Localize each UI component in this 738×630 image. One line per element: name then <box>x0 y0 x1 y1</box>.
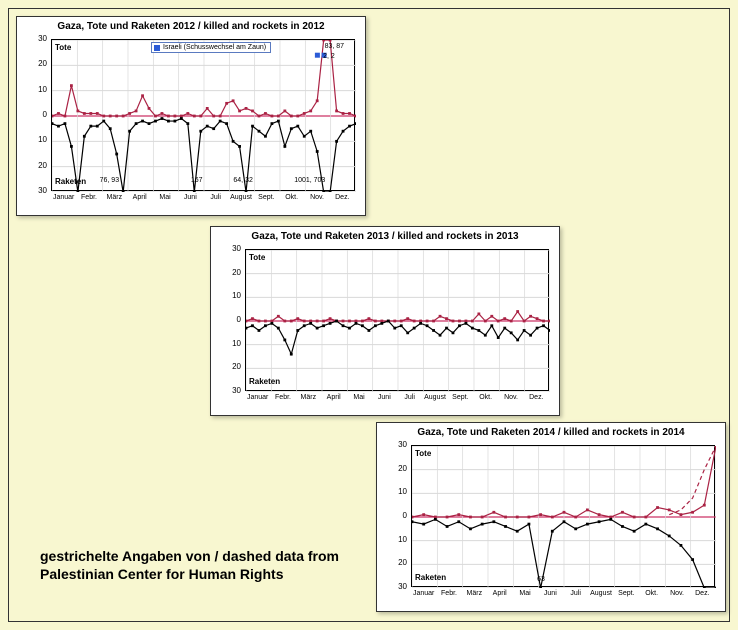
x-tick-label: Juni <box>544 590 557 597</box>
y-tick-label: 0 <box>223 315 241 324</box>
chart-panel-c2012: Gaza, Tote und Raketen 2012 / killed and… <box>16 16 366 216</box>
x-tick-label: Juli <box>210 194 221 201</box>
x-tick-label: Sept. <box>618 590 634 597</box>
x-tick-label: August <box>424 394 446 401</box>
annotation: 1001, 703 <box>294 177 325 184</box>
x-tick-label: Febr. <box>441 590 457 597</box>
chart-title: Gaza, Tote und Raketen 2013 / killed and… <box>211 227 559 244</box>
y-tick-label: 10 <box>389 535 407 544</box>
x-tick-label: Juli <box>404 394 415 401</box>
x-tick-label: Mai <box>519 590 530 597</box>
x-tick-label: Febr. <box>81 194 97 201</box>
y-tick-label: 20 <box>223 362 241 371</box>
x-tick-label: Dez. <box>529 394 543 401</box>
x-tick-label: Januar <box>53 194 74 201</box>
y-tick-label: 30 <box>223 386 241 395</box>
x-tick-label: Sept. <box>258 194 274 201</box>
x-tick-label: Januar <box>247 394 268 401</box>
x-tick-label: Nov. <box>670 590 684 597</box>
x-tick-label: Okt. <box>479 394 492 401</box>
x-tick-label: Juni <box>184 194 197 201</box>
annotation: 83, 87 <box>325 43 344 50</box>
y-tick-label: 0 <box>29 110 47 119</box>
legend-text: Israeli (Schusswechsel am Zaun) <box>163 44 266 51</box>
label-raketen: Raketen <box>55 177 86 186</box>
x-tick-label: Januar <box>413 590 434 597</box>
x-tick-label: Febr. <box>275 394 291 401</box>
x-tick-label: April <box>133 194 147 201</box>
x-tick-label: März <box>107 194 123 201</box>
y-tick-label: 20 <box>389 464 407 473</box>
label-raketen: Raketen <box>249 377 280 386</box>
y-tick-label: 30 <box>29 186 47 195</box>
y-tick-label: 10 <box>29 135 47 144</box>
annotation: 76, 93 <box>100 177 119 184</box>
x-tick-label: März <box>301 394 317 401</box>
y-tick-label: 10 <box>29 85 47 94</box>
plot-area <box>245 249 549 391</box>
x-tick-label: August <box>230 194 252 201</box>
y-tick-label: 30 <box>389 582 407 591</box>
footer-line-1: gestrichelte Angaben von / dashed data f… <box>40 548 339 564</box>
y-tick-label: 20 <box>29 59 47 68</box>
x-tick-label: Mai <box>353 394 364 401</box>
label-raketen: Raketen <box>415 573 446 582</box>
x-tick-label: Dez. <box>335 194 349 201</box>
y-tick-label: 30 <box>223 244 241 253</box>
x-tick-label: Sept. <box>452 394 468 401</box>
y-tick-label: 20 <box>223 268 241 277</box>
label-tote: Tote <box>415 449 431 458</box>
x-tick-label: März <box>467 590 483 597</box>
plot-area <box>51 39 355 191</box>
plot-svg <box>52 40 356 192</box>
chart-title: Gaza, Tote und Raketen 2014 / killed and… <box>377 423 725 440</box>
y-tick-label: 0 <box>389 511 407 520</box>
x-tick-label: April <box>493 590 507 597</box>
footer-line-2: Palestinian Center for Human Rights <box>40 566 283 582</box>
annotation: 63 <box>537 576 545 583</box>
x-tick-label: Juli <box>570 590 581 597</box>
x-tick-label: Okt. <box>645 590 658 597</box>
x-tick-label: August <box>590 590 612 597</box>
x-tick-label: Nov. <box>504 394 518 401</box>
legend: Israeli (Schusswechsel am Zaun) <box>151 42 271 53</box>
x-tick-label: Mai <box>159 194 170 201</box>
chart-title: Gaza, Tote und Raketen 2012 / killed and… <box>17 17 365 34</box>
plot-svg <box>412 446 716 588</box>
annotation: 167 <box>191 177 203 184</box>
x-tick-label: Juni <box>378 394 391 401</box>
legend-marker-icon <box>154 45 160 51</box>
y-tick-label: 30 <box>389 440 407 449</box>
label-tote: Tote <box>55 43 71 52</box>
chart-panel-c2013: Gaza, Tote und Raketen 2013 / killed and… <box>210 226 560 416</box>
x-tick-label: Dez. <box>695 590 709 597</box>
y-tick-label: 20 <box>29 161 47 170</box>
plot-area <box>411 445 715 587</box>
label-tote: Tote <box>249 253 265 262</box>
plot-svg <box>246 250 550 392</box>
y-tick-label: 10 <box>223 291 241 300</box>
x-tick-label: Nov. <box>310 194 324 201</box>
y-tick-label: 30 <box>29 34 47 43</box>
chart-panel-c2014: Gaza, Tote und Raketen 2014 / killed and… <box>376 422 726 612</box>
annotation: 64, 32 <box>233 177 252 184</box>
y-tick-label: 10 <box>223 339 241 348</box>
footer-caption: gestrichelte Angaben von / dashed data f… <box>40 548 339 583</box>
y-tick-label: 10 <box>389 487 407 496</box>
y-tick-label: 20 <box>389 558 407 567</box>
annotation: 2, 2 <box>323 53 335 60</box>
x-tick-label: Okt. <box>285 194 298 201</box>
x-tick-label: April <box>327 394 341 401</box>
